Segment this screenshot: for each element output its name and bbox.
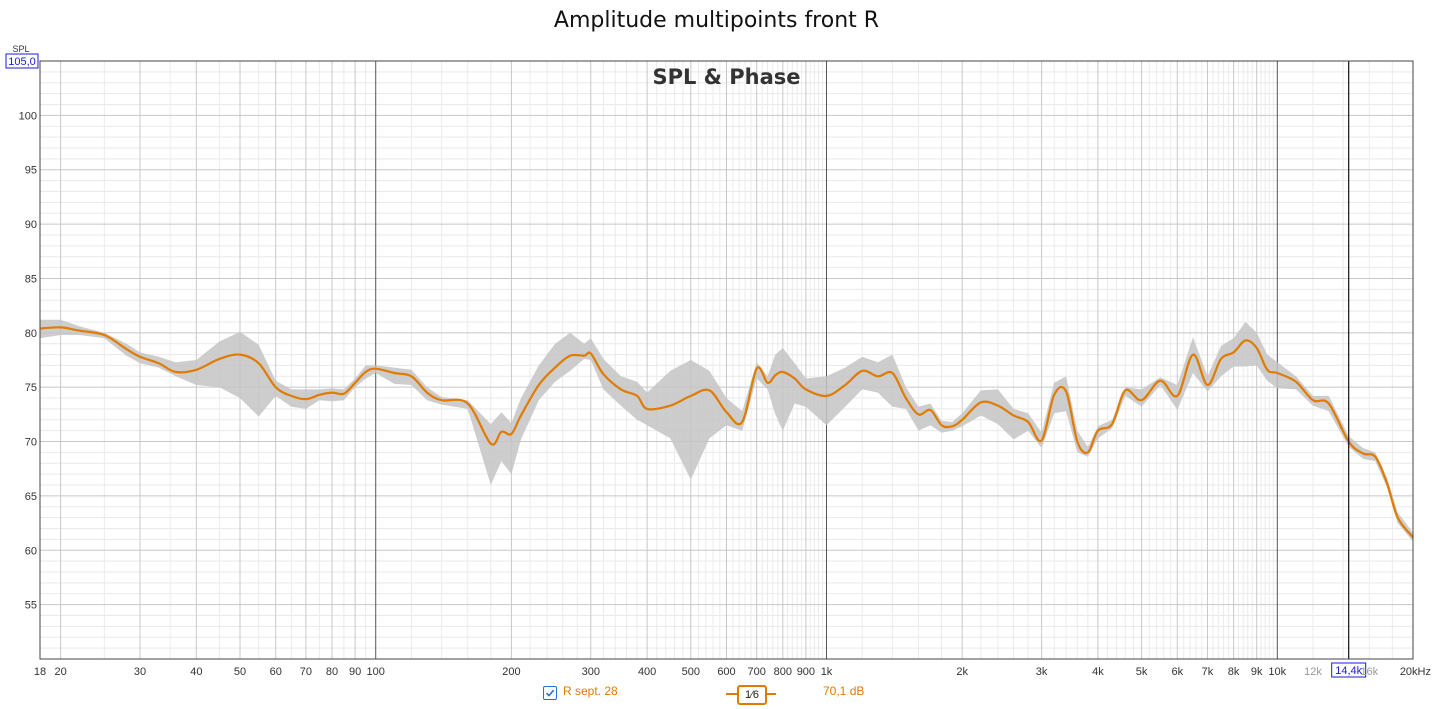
x-tick-label: 700 — [747, 666, 765, 678]
x-tick-label: 500 — [682, 666, 700, 678]
plot-title: SPL & Phase — [652, 65, 800, 89]
y-top-label: 105,0 — [8, 56, 36, 68]
x-tick-label: 800 — [774, 666, 792, 678]
axes-layer — [39, 60, 1414, 660]
y-tick-label: 90 — [25, 219, 37, 231]
x-tick-label: 900 — [797, 666, 815, 678]
y-tick-label: 70 — [25, 437, 37, 449]
y-tick-label: 75 — [25, 382, 37, 394]
x-tick-label: 40 — [190, 666, 202, 678]
x-tick-label: 6k — [1171, 666, 1183, 678]
x-tick-label: 20 — [55, 666, 67, 678]
x-tick-label: 300 — [582, 666, 600, 678]
x-tick-label: 12k — [1304, 666, 1322, 678]
x-tick-label: 600 — [717, 666, 735, 678]
y-tick-label: 55 — [25, 600, 37, 612]
x-tick-label: 8k — [1228, 666, 1240, 678]
series-line — [39, 326, 1414, 538]
x-tick-label: 30 — [134, 666, 146, 678]
labels-layer: SPL & Phase 55 60 65 70 75 80 85 90 95 100 SPL 105,0… — [5, 44, 1431, 678]
x-tick-label: 200 — [502, 666, 520, 678]
cursor-x-label: 14,4k — [1335, 665, 1362, 677]
x-tick-label: 16k — [1360, 666, 1378, 678]
series-layer — [39, 326, 1414, 538]
x-tick-label: 4k — [1092, 666, 1104, 678]
y-tick-label: 100 — [19, 110, 37, 122]
cursor-value-readout: 70,1 dB — [823, 684, 865, 698]
x-tick-label: 50 — [234, 666, 246, 678]
plot-frame — [39, 60, 1414, 660]
x-tick-label: 100 — [367, 666, 385, 678]
smoothing-control[interactable]: 1⁄6 — [726, 684, 776, 705]
x-tick-label: 60 — [270, 666, 282, 678]
y-tick-label: 65 — [25, 491, 37, 503]
x-tick-label: 2k — [956, 666, 968, 678]
cursor-layer[interactable]: 14,4k — [1331, 61, 1367, 678]
cursor-x-box — [1331, 662, 1367, 678]
x-tick-label: 10k — [1268, 666, 1286, 678]
x-tick-label: 18 — [34, 666, 46, 678]
y-axis-label: SPL — [12, 44, 29, 54]
y-tick-label: 95 — [25, 165, 37, 177]
x-tick-label: 20kHz — [1400, 666, 1431, 678]
x-tick-label: 9k — [1251, 666, 1263, 678]
y-top-box — [5, 53, 39, 69]
y-tick-label: 80 — [25, 328, 37, 340]
smoothing-label: 1⁄6 — [737, 685, 767, 705]
x-tick-label: 80 — [326, 666, 338, 678]
checkmark-icon — [545, 689, 555, 697]
x-tick-label: 3k — [1036, 666, 1048, 678]
series-visibility-checkbox[interactable] — [543, 686, 557, 700]
x-tick-label: 1k — [821, 666, 833, 678]
x-tick-label: 7k — [1202, 666, 1214, 678]
variance-band — [40, 319, 1413, 542]
y-tick-label: 85 — [25, 273, 37, 285]
series-legend-label[interactable]: R sept. 28 — [563, 684, 618, 698]
x-tick-label: 90 — [349, 666, 361, 678]
x-tick-label: 70 — [300, 666, 312, 678]
y-tick-label: 60 — [25, 545, 37, 557]
x-tick-label: 400 — [638, 666, 656, 678]
variance-band-area — [40, 319, 1413, 542]
x-tick-label: 5k — [1136, 666, 1148, 678]
window-title: Amplitude multipoints front R — [553, 8, 880, 33]
